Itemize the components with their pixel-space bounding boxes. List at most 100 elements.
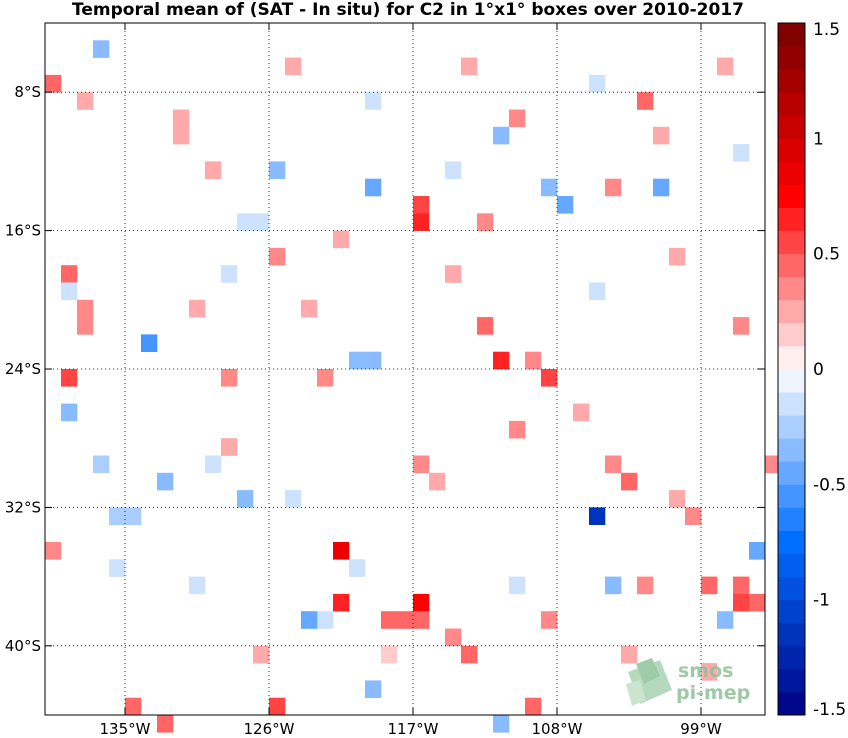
colorbar-swatch bbox=[778, 230, 805, 255]
heatmap-cell bbox=[93, 455, 110, 474]
heatmap-cell bbox=[317, 369, 334, 387]
logo-line1: smos bbox=[678, 660, 733, 682]
heatmap-cell bbox=[621, 645, 638, 664]
heatmap-cell bbox=[61, 403, 78, 422]
heatmap-cell bbox=[285, 57, 302, 76]
heatmap-cell bbox=[541, 611, 558, 629]
heatmap-cell bbox=[509, 420, 526, 439]
heatmap-cell bbox=[733, 593, 750, 612]
heatmap-cell bbox=[445, 628, 462, 647]
heatmap-cell bbox=[93, 40, 110, 58]
heatmap-cell bbox=[637, 576, 654, 595]
colorbar-tick-label: -1 bbox=[813, 591, 830, 611]
heatmap-cell bbox=[733, 317, 750, 335]
colorbar-swatch bbox=[778, 276, 805, 301]
heatmap-cell bbox=[749, 542, 766, 560]
heatmap-cell bbox=[365, 351, 382, 370]
heatmap-cell bbox=[45, 74, 62, 93]
grid-lines bbox=[45, 23, 765, 715]
heatmap-cell bbox=[317, 611, 334, 629]
heatmap-cell bbox=[269, 247, 286, 266]
colorbar-tick-label: 0 bbox=[813, 360, 824, 380]
heatmap-cell bbox=[461, 645, 478, 664]
heatmap-cell bbox=[141, 334, 158, 352]
heatmap-cell bbox=[461, 57, 478, 76]
heatmap-cell bbox=[173, 126, 190, 145]
colorbar-swatch bbox=[778, 115, 805, 139]
heatmap-cell bbox=[109, 507, 126, 525]
colorbar-swatch bbox=[778, 207, 805, 231]
colorbar-swatch bbox=[778, 161, 805, 185]
x-tick-label: 108°W bbox=[532, 720, 583, 738]
heatmap-cell bbox=[477, 213, 494, 231]
heatmap-cell bbox=[189, 299, 206, 318]
heatmap-cell bbox=[61, 282, 78, 301]
heatmap-cell bbox=[637, 92, 654, 110]
colorbar-tick-label: 0.5 bbox=[813, 245, 840, 265]
heatmap-cell bbox=[653, 126, 670, 145]
colorbar-tick-label: -0.5 bbox=[813, 475, 846, 495]
heatmap-cell bbox=[205, 161, 222, 179]
colorbar-swatch bbox=[778, 415, 805, 439]
colorbar-swatch bbox=[778, 322, 805, 347]
heatmap-cell bbox=[541, 178, 558, 197]
heatmap-cell bbox=[253, 213, 270, 231]
heatmap-cell bbox=[397, 611, 414, 629]
heatmap-cell bbox=[733, 576, 750, 595]
heatmap-cell bbox=[653, 178, 670, 197]
heatmap-cell bbox=[717, 57, 734, 76]
heatmap-cell bbox=[413, 455, 430, 474]
heatmap-cell bbox=[701, 576, 718, 595]
heatmap-cell bbox=[429, 472, 446, 491]
heatmap-cell bbox=[77, 299, 94, 318]
smos-pi-mep-logo: smos pi-mep bbox=[626, 658, 750, 706]
heatmap-cell bbox=[253, 645, 270, 664]
heatmap-cell bbox=[301, 299, 318, 318]
heatmap-cell bbox=[333, 542, 350, 560]
colorbar-swatch bbox=[778, 530, 805, 554]
colorbar: 1.5 1 0.5 0 -0.5 -1 -1.5 bbox=[777, 20, 846, 720]
heatmap-cell bbox=[365, 680, 382, 698]
heatmap-cell bbox=[125, 507, 142, 525]
heatmap-cell bbox=[173, 109, 190, 128]
colorbar-swatch bbox=[778, 461, 805, 485]
heatmap-cell bbox=[605, 576, 622, 595]
heatmap-cell bbox=[365, 92, 382, 110]
heatmap-cell bbox=[717, 611, 734, 629]
heatmap-cell bbox=[301, 611, 318, 629]
heatmap-cell bbox=[333, 230, 350, 249]
heatmap-cell bbox=[589, 74, 606, 93]
heatmap-cell bbox=[365, 178, 382, 197]
colorbar-swatch bbox=[778, 691, 805, 716]
heatmap-cell bbox=[557, 196, 574, 214]
heatmap-cell bbox=[413, 593, 430, 612]
heatmap-cell bbox=[237, 490, 254, 508]
heatmap-cells bbox=[45, 40, 782, 733]
heatmap-cell bbox=[445, 265, 462, 283]
x-tick-label: 126°W bbox=[244, 720, 295, 738]
colorbar-swatch bbox=[778, 299, 805, 324]
logo-mark-icon bbox=[626, 658, 672, 706]
logo-line2: pi-mep bbox=[676, 682, 750, 704]
y-tick-label: 24°S bbox=[5, 360, 41, 378]
colorbar-swatch bbox=[778, 369, 805, 393]
heatmap-cell bbox=[221, 438, 238, 456]
colorbar-swatch bbox=[778, 345, 805, 370]
heatmap-cell bbox=[685, 507, 702, 525]
heatmap-cell bbox=[349, 351, 366, 370]
heatmap-cell bbox=[221, 265, 238, 283]
heatmap-cell bbox=[493, 126, 510, 145]
colorbar-frame bbox=[777, 22, 806, 716]
heatmap-cell bbox=[157, 472, 174, 491]
colorbar-swatch bbox=[778, 576, 805, 601]
heatmap-cell bbox=[525, 697, 542, 716]
heatmap-cell bbox=[589, 507, 606, 525]
colorbar-swatch bbox=[778, 392, 805, 416]
colorbar-tick-label: 1 bbox=[813, 129, 824, 149]
colorbar-tick-labels: 1.5 1 0.5 0 -0.5 -1 -1.5 bbox=[813, 20, 846, 720]
heatmap-cell bbox=[493, 351, 510, 370]
heatmap-cell bbox=[349, 559, 366, 577]
heatmap-cell bbox=[765, 455, 782, 474]
colorbar-swatch bbox=[778, 253, 805, 278]
